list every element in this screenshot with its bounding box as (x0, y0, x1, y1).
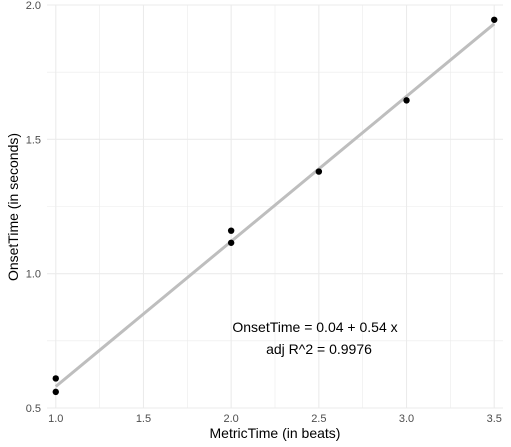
fit-line-group (54, 22, 496, 388)
x-axis-title: MetricTime (in beats) (210, 425, 341, 441)
x-tick-label: 3.0 (399, 413, 414, 425)
y-tick-label: 0.5 (26, 403, 41, 415)
y-tick-label: 2.0 (26, 0, 41, 12)
x-tick-label: 2.0 (224, 413, 239, 425)
y-tick-labels: 0.5 1.0 1.5 2.0 (26, 0, 41, 415)
regression-equation: OnsetTime = 0.04 + 0.54 x (232, 319, 397, 335)
x-tick-label: 3.5 (487, 413, 502, 425)
data-points (52, 16, 498, 396)
x-tick-label: 1.0 (48, 413, 63, 425)
data-point (315, 168, 323, 175)
x-tick-label: 1.5 (136, 413, 151, 425)
y-tick-label: 1.5 (26, 134, 41, 146)
data-point (491, 16, 498, 23)
y-axis-title: OnsetTime (in seconds) (5, 133, 21, 281)
y-tick-label: 1.0 (26, 269, 41, 281)
data-point (227, 227, 235, 234)
x-tick-label: 2.5 (311, 413, 326, 425)
data-point (52, 375, 59, 382)
adj-r-squared: adj R^2 = 0.9976 (266, 341, 372, 357)
regression-line (54, 22, 496, 388)
data-point (403, 97, 410, 104)
data-point (52, 388, 59, 396)
grid-lines (47, 4, 503, 409)
x-tick-labels: 1.0 1.5 2.0 2.5 3.0 3.5 (48, 413, 502, 425)
data-point (227, 239, 235, 246)
